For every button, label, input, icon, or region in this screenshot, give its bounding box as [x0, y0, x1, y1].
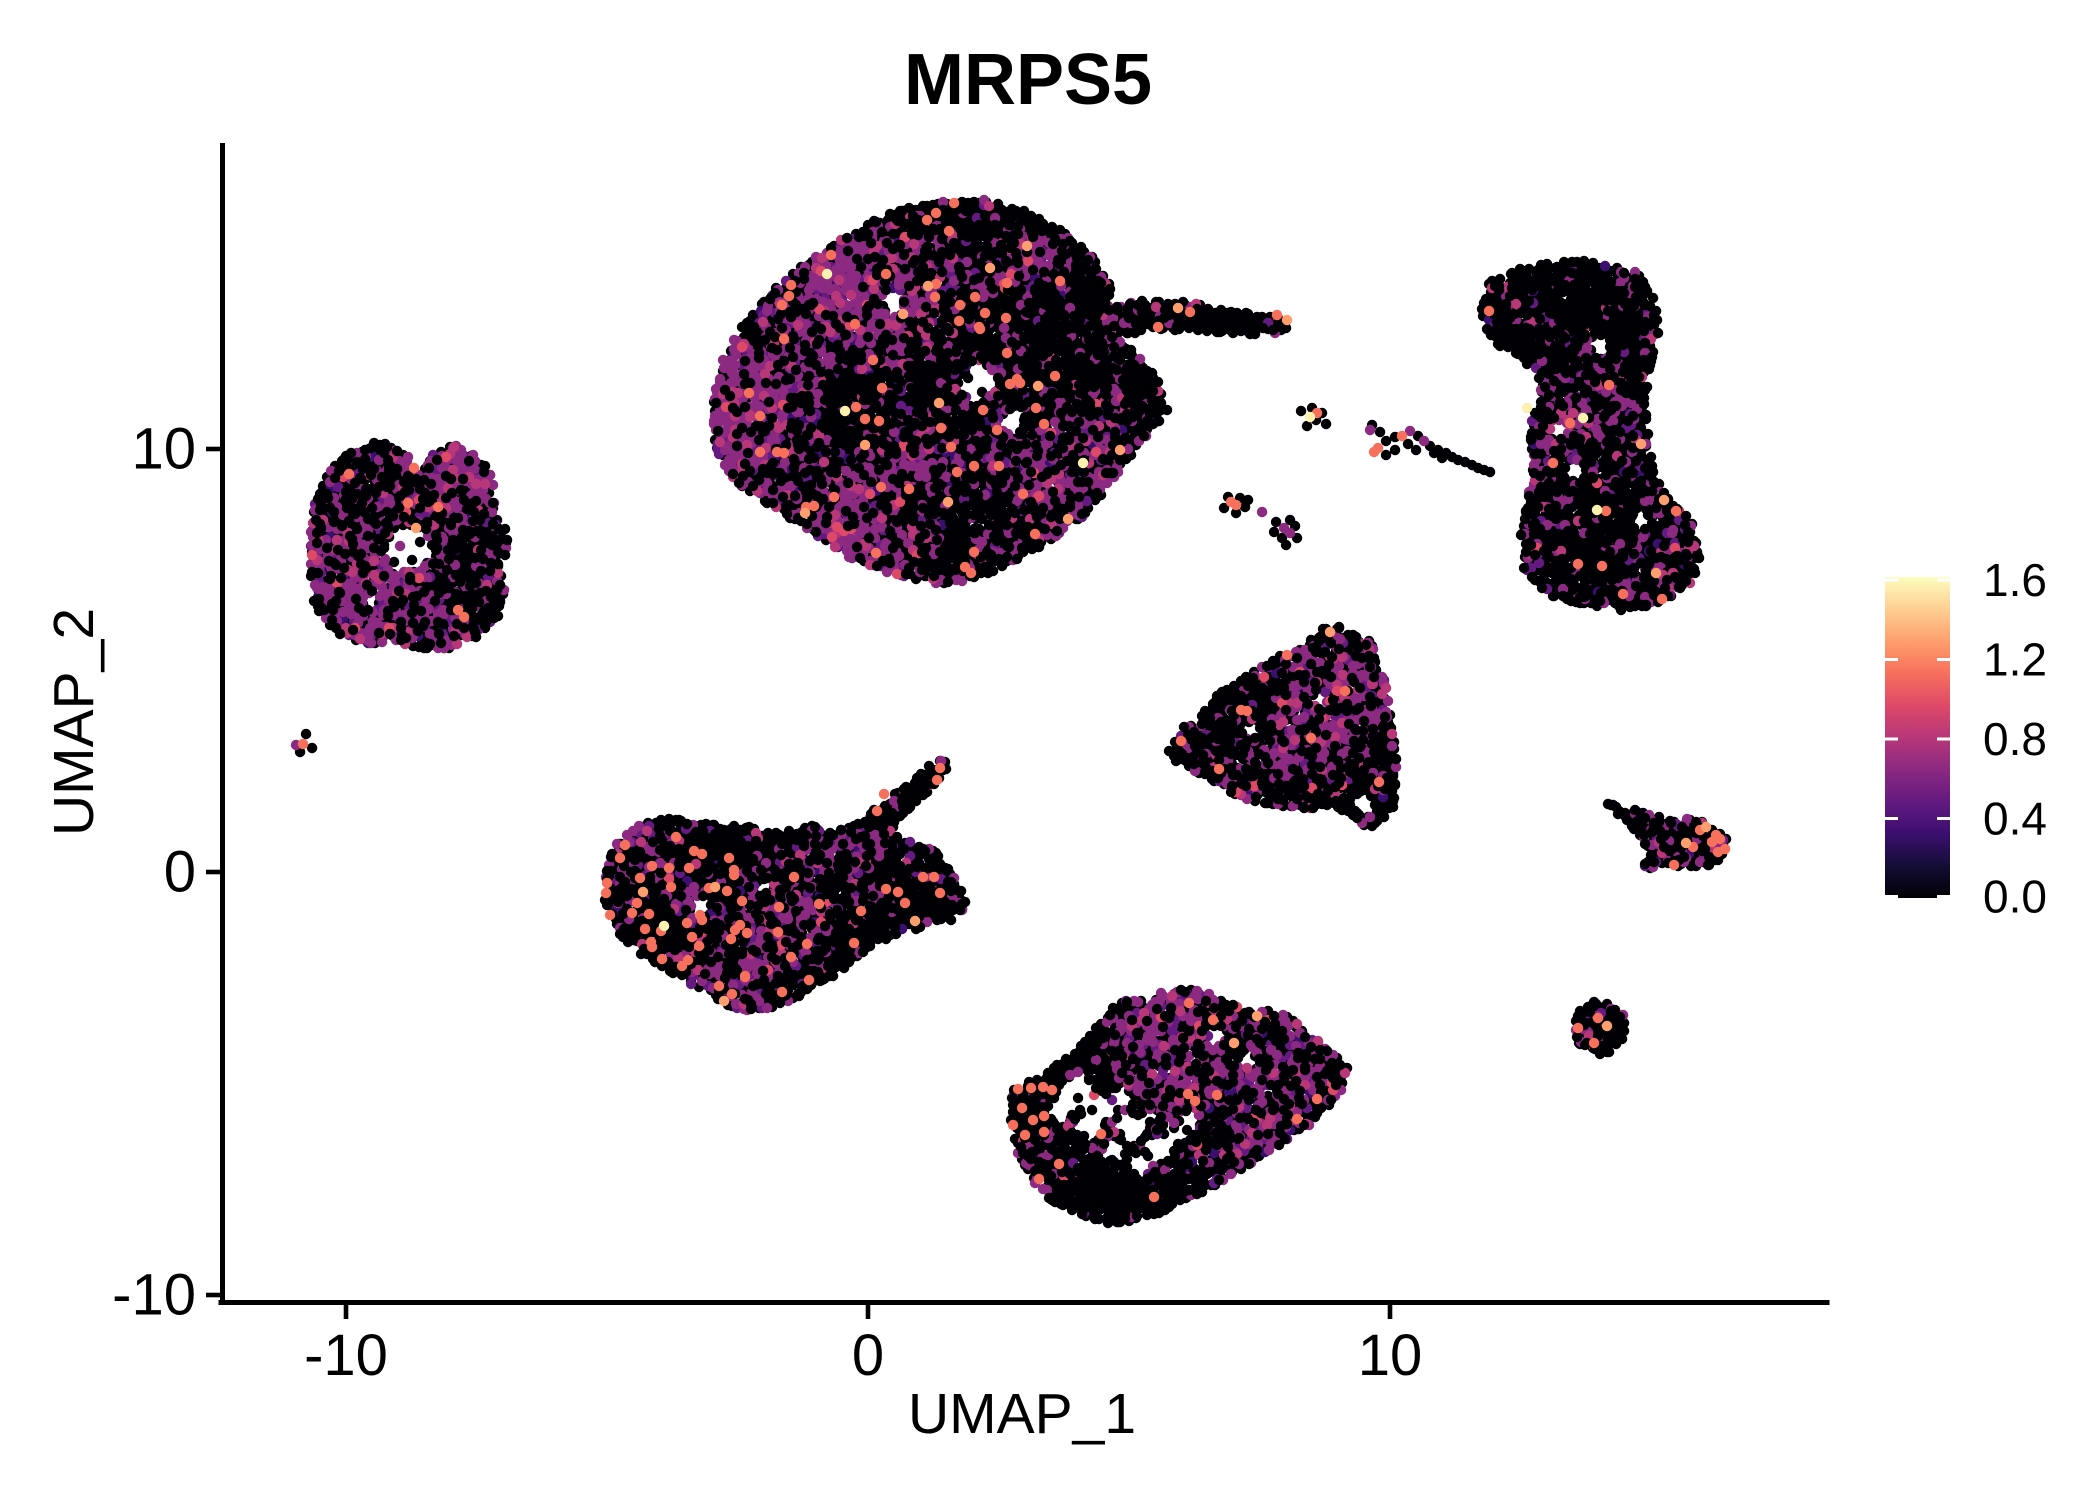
svg-text:-10: -10 [112, 1263, 196, 1328]
svg-text:10: 10 [1358, 1323, 1423, 1388]
svg-text:0.4: 0.4 [1983, 793, 2047, 845]
svg-text:UMAP_1: UMAP_1 [908, 1382, 1136, 1446]
svg-text:-10: -10 [304, 1323, 388, 1388]
svg-text:0.0: 0.0 [1983, 871, 2047, 923]
svg-text:10: 10 [131, 417, 196, 482]
svg-text:MRPS5: MRPS5 [904, 40, 1152, 120]
svg-text:UMAP_2: UMAP_2 [42, 608, 106, 836]
svg-text:1.6: 1.6 [1983, 554, 2047, 606]
svg-text:0: 0 [164, 840, 196, 905]
svg-text:1.2: 1.2 [1983, 634, 2047, 686]
svg-text:0: 0 [852, 1323, 884, 1388]
svg-text:0.8: 0.8 [1983, 713, 2047, 765]
